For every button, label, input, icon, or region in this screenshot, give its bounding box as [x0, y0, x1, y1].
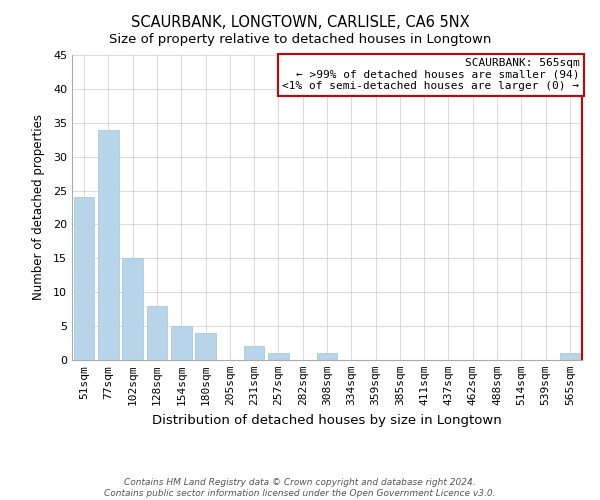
- Bar: [560, 353, 580, 360]
- Text: Contains HM Land Registry data © Crown copyright and database right 2024.
Contai: Contains HM Land Registry data © Crown c…: [104, 478, 496, 498]
- Text: SCAURBANK, LONGTOWN, CARLISLE, CA6 5NX: SCAURBANK, LONGTOWN, CARLISLE, CA6 5NX: [131, 15, 469, 30]
- Bar: [195, 333, 216, 360]
- X-axis label: Distribution of detached houses by size in Longtown: Distribution of detached houses by size …: [152, 414, 502, 426]
- Bar: [317, 353, 337, 360]
- Bar: [98, 130, 119, 360]
- Text: Size of property relative to detached houses in Longtown: Size of property relative to detached ho…: [109, 32, 491, 46]
- Bar: [244, 346, 265, 360]
- Bar: [171, 326, 191, 360]
- Bar: [74, 198, 94, 360]
- Bar: [122, 258, 143, 360]
- Bar: [146, 306, 167, 360]
- Text: SCAURBANK: 565sqm
← >99% of detached houses are smaller (94)
<1% of semi-detache: SCAURBANK: 565sqm ← >99% of detached hou…: [283, 58, 580, 91]
- Bar: [268, 353, 289, 360]
- Y-axis label: Number of detached properties: Number of detached properties: [32, 114, 44, 300]
